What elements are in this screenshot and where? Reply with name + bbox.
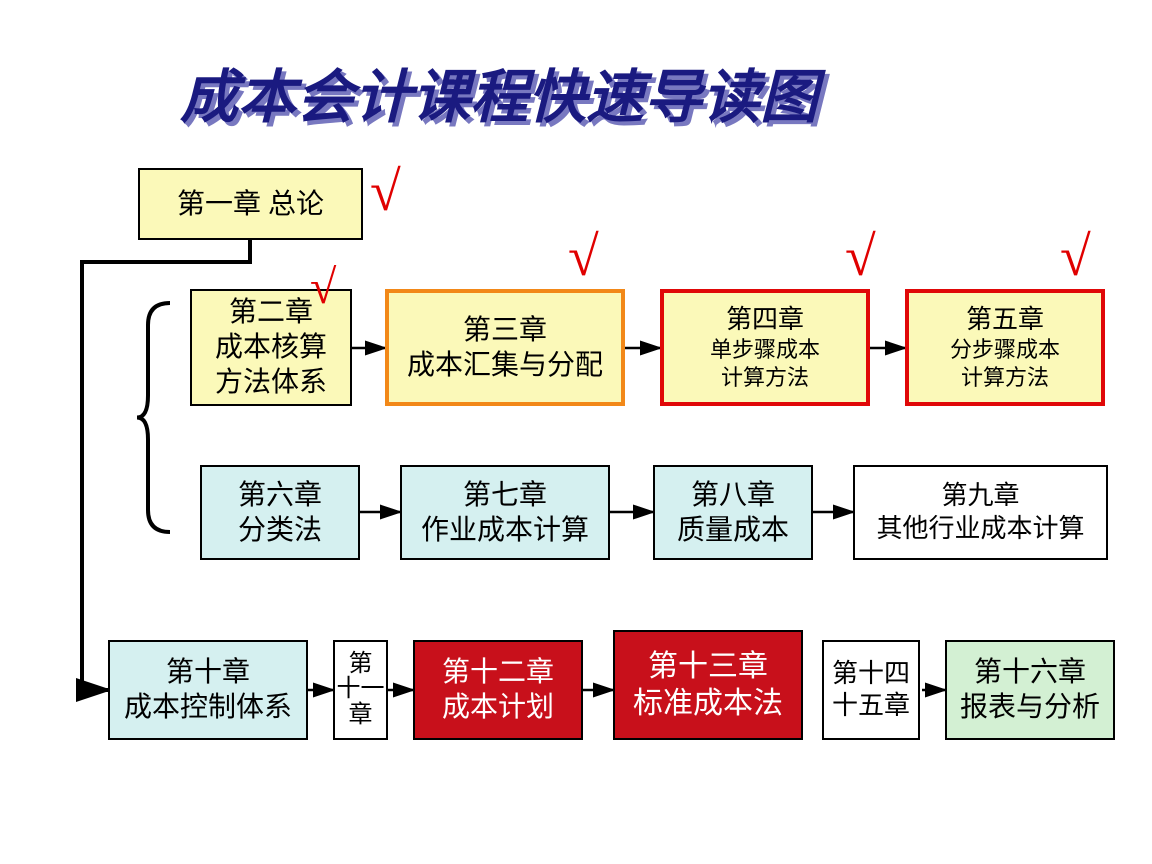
box-ch11-line-2: 章 (349, 703, 373, 728)
box-ch2-line-2: 方法体系 (215, 365, 327, 400)
box-ch7-line-0: 第七章 (463, 478, 547, 513)
page-title: 成本会计课程快速导读图 (180, 50, 818, 134)
box-ch12: 第十二章成本计划 (413, 640, 583, 740)
box-ch3-line-0: 第三章 (463, 313, 547, 348)
box-ch4-line-0: 第四章 (726, 304, 804, 337)
box-ch16: 第十六章报表与分析 (945, 640, 1115, 740)
box-ch6: 第六章分类法 (200, 465, 360, 560)
box-ch11-line-0: 第 (349, 652, 373, 677)
box-ch14_15-line-1: 十五章 (832, 690, 910, 723)
box-ch2-line-0: 第二章 (229, 295, 313, 330)
box-ch8-line-0: 第八章 (691, 478, 775, 513)
box-ch3: 第三章成本汇集与分配 (385, 289, 625, 406)
box-ch9: 第九章其他行业成本计算 (853, 465, 1108, 560)
box-ch9-line-1: 其他行业成本计算 (876, 513, 1084, 546)
check-mark-3: √ (845, 225, 876, 289)
box-ch9-line-0: 第九章 (941, 480, 1019, 513)
box-ch11-line-1: 十一 (337, 677, 385, 702)
box-ch10: 第十章成本控制体系 (108, 640, 308, 740)
check-mark-1: √ (310, 260, 336, 315)
box-ch10-line-0: 第十章 (166, 655, 250, 690)
box-ch4-line-1: 单步骤成本 (710, 336, 820, 364)
box-ch16-line-0: 第十六章 (974, 655, 1086, 690)
box-ch4-line-2: 计算方法 (721, 364, 809, 392)
box-ch13: 第十三章标准成本法 (613, 630, 803, 740)
curly-brace (137, 303, 170, 532)
box-ch1-line-0: 第一章 总论 (177, 187, 324, 222)
box-ch13-line-0: 第十三章 (648, 648, 768, 686)
box-ch5-line-0: 第五章 (966, 304, 1044, 337)
check-mark-2: √ (568, 225, 599, 289)
box-ch10-line-1: 成本控制体系 (124, 690, 292, 725)
box-ch4: 第四章单步骤成本计算方法 (660, 289, 870, 406)
check-mark-4: √ (1060, 225, 1091, 289)
box-ch12-line-1: 成本计划 (442, 690, 554, 725)
box-ch2-line-1: 成本核算 (215, 330, 327, 365)
check-mark-0: √ (370, 160, 401, 224)
box-ch1: 第一章 总论 (138, 168, 363, 240)
box-ch13-line-1: 标准成本法 (633, 685, 783, 723)
box-ch5-line-1: 分步骤成本 (950, 336, 1060, 364)
box-ch8: 第八章质量成本 (653, 465, 813, 560)
box-ch5-line-2: 计算方法 (961, 364, 1049, 392)
box-ch7: 第七章作业成本计算 (400, 465, 610, 560)
box-ch6-line-1: 分类法 (238, 513, 322, 548)
box-ch11: 第十一章 (333, 640, 388, 740)
box-ch14_15: 第十四十五章 (822, 640, 920, 740)
box-ch16-line-1: 报表与分析 (960, 690, 1100, 725)
box-ch14_15-line-0: 第十四 (832, 658, 910, 691)
box-ch6-line-0: 第六章 (238, 478, 322, 513)
box-ch12-line-0: 第十二章 (442, 655, 554, 690)
diagram-stage: { "title": { "text": "成本会计课程快速导读图", "x":… (0, 0, 1152, 864)
box-ch5: 第五章分步骤成本计算方法 (905, 289, 1105, 406)
box-ch7-line-1: 作业成本计算 (421, 513, 589, 548)
box-ch3-line-1: 成本汇集与分配 (407, 348, 603, 383)
box-ch8-line-1: 质量成本 (677, 513, 789, 548)
